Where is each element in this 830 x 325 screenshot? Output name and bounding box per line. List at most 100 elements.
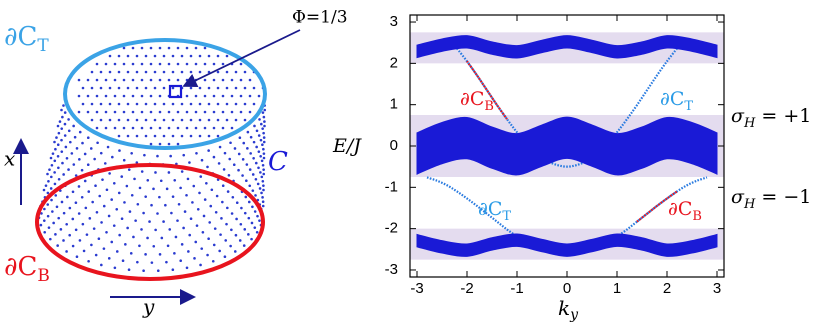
lattice-dot	[176, 126, 180, 130]
lattice-dot	[239, 94, 243, 98]
lattice-dot	[259, 122, 263, 126]
lattice-dot	[225, 102, 229, 106]
lattice-dot	[203, 78, 207, 82]
lattice-dot	[156, 269, 160, 272]
x-label: x	[4, 147, 15, 171]
lattice-dot	[71, 190, 75, 194]
lattice-dot	[96, 141, 99, 145]
lattice-dot	[74, 201, 78, 205]
lattice-dot	[249, 135, 253, 139]
y-tick-label: -3	[385, 261, 398, 278]
lattice-dot	[243, 228, 247, 231]
lattice-dot	[158, 94, 162, 98]
lattice-dot	[213, 227, 217, 230]
lattice-dot	[125, 184, 129, 188]
lattice-dot	[167, 126, 171, 130]
lattice-dot	[47, 179, 50, 183]
lattice-dot	[136, 202, 140, 206]
lattice-dot	[128, 210, 132, 213]
lattice-dot	[152, 187, 155, 191]
lattice-dot	[261, 204, 265, 208]
lattice-dot	[88, 217, 92, 220]
lattice-dot	[255, 145, 258, 149]
lattice-dot	[205, 181, 208, 185]
lattice-dot	[122, 46, 126, 50]
lattice-dot	[198, 54, 202, 58]
lattice-dot	[67, 168, 70, 171]
lattice-dot	[165, 187, 169, 191]
lattice-dot	[43, 207, 46, 211]
lattice-dot	[122, 126, 126, 130]
lattice-dot	[81, 141, 84, 145]
lattice-dot	[225, 118, 229, 122]
lattice-dot	[93, 157, 96, 161]
lattice-dot	[162, 220, 165, 223]
lattice-dot	[69, 140, 72, 144]
bulk-band	[416, 116, 718, 176]
lattice-dot	[56, 124, 60, 128]
edge-annotation: ∂CB	[460, 88, 494, 114]
lattice-dot	[260, 159, 264, 163]
lattice-dot	[168, 228, 172, 231]
lattice-dot	[53, 171, 56, 174]
lattice-dot	[81, 102, 85, 106]
lattice-dot	[198, 134, 202, 138]
lattice-dot	[203, 94, 207, 98]
lattice-dot	[117, 70, 121, 74]
lattice-dot	[131, 46, 135, 50]
lattice-dot	[212, 243, 216, 247]
lattice-dot	[198, 86, 202, 90]
lattice-dot	[49, 156, 53, 160]
lattice-dot	[144, 134, 148, 138]
lattice-dot	[176, 78, 180, 82]
lattice-dot	[144, 70, 148, 74]
lattice-dot	[194, 110, 198, 114]
lattice-dot	[63, 122, 67, 126]
lattice-dot	[53, 140, 56, 144]
lattice-dot	[171, 118, 175, 122]
lattice-dot	[216, 178, 220, 181]
lattice-dot	[239, 222, 243, 226]
lattice-dot	[146, 236, 149, 240]
lattice-dot	[239, 78, 243, 82]
lattice-dot	[146, 178, 150, 182]
lattice-dot	[129, 252, 133, 255]
lattice-dot	[167, 62, 171, 66]
lattice-dot	[117, 54, 121, 58]
lattice-dot	[70, 152, 74, 155]
lattice-dot	[192, 184, 196, 188]
lattice-dot	[74, 228, 78, 232]
lattice-dot	[173, 252, 176, 255]
lattice-dot	[216, 102, 220, 106]
lattice-dot	[77, 94, 81, 98]
lattice-dot	[203, 46, 207, 50]
lattice-dot	[196, 207, 200, 211]
lattice-dot	[206, 165, 209, 169]
lattice-dot	[51, 210, 54, 213]
lattice-dot	[254, 177, 258, 181]
lattice-dot	[131, 94, 135, 98]
lattice-dot	[253, 210, 257, 213]
lattice-dot	[225, 70, 229, 74]
lattice-dot	[185, 266, 189, 270]
lattice-dot	[198, 118, 202, 122]
lattice-dot	[248, 78, 252, 82]
top-edge	[63, 38, 267, 150]
lattice-dot	[67, 129, 71, 133]
lattice-dot	[78, 130, 82, 134]
lattice-dot	[144, 54, 148, 58]
lattice-dot	[176, 142, 180, 146]
lattice-dot	[237, 168, 240, 172]
lattice-dot	[193, 257, 196, 260]
lattice-dot	[166, 244, 170, 248]
lattice-dot	[126, 70, 130, 74]
lattice-dot	[167, 46, 171, 50]
lattice-dot	[250, 221, 254, 225]
lattice-dot	[198, 191, 201, 195]
lattice-dot	[251, 205, 254, 209]
bottom-edge-label: ∂CB	[4, 252, 50, 286]
lattice-dot	[243, 86, 247, 90]
lattice-dot	[212, 62, 216, 66]
lattice-dot	[177, 202, 181, 206]
